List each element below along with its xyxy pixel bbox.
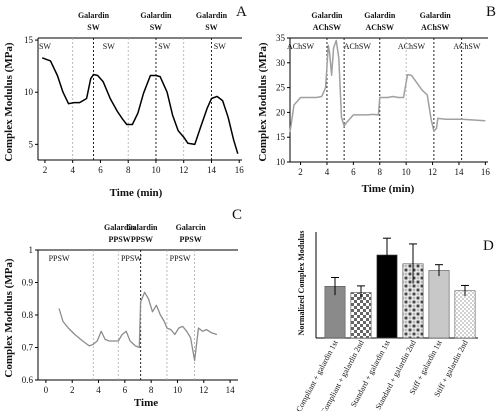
panel-b-segment-label: AChSW (344, 42, 372, 51)
panel-a-x-tick-label: 10 (151, 165, 161, 175)
panel-c-x-tick-label: 12 (199, 385, 208, 395)
panel-d-letter: D (483, 238, 494, 254)
panel-a-segment-label: SW (214, 42, 226, 51)
panel-a-x-tick-label: 6 (98, 165, 103, 175)
panel-c-x-tick-label: 2 (70, 385, 75, 395)
panel-a-letter: A (236, 4, 247, 20)
panel-c-series-line (58, 291, 218, 362)
panel-b-y-tick-label: 35 (276, 33, 286, 43)
panel-c-annotation-line2: PPSW (180, 235, 202, 244)
panel-a-series-line (41, 57, 239, 154)
panel-b-segment-label: AChSW (453, 42, 481, 51)
panel-a-annotation-line2: SW (150, 23, 162, 32)
panel-c-annotation-line1: Galardin (104, 223, 136, 232)
panel-a-x-tick-label: 16 (235, 165, 245, 175)
panel-b-x-tick-label: 10 (402, 167, 412, 177)
panel-c-x-tick-label: 6 (123, 385, 128, 395)
panel-c-ylabel: Complex Modulus (MPa) (3, 258, 15, 378)
panel-a-x-tick-label: 2 (43, 165, 48, 175)
panel-c-annotation-line2: PPSW (108, 235, 130, 244)
panel-b-x-tick-label: 16 (481, 167, 491, 177)
panel-c-y-tick-label: 0.6 (22, 375, 34, 385)
panel-b-x-tick-label: 12 (428, 167, 437, 177)
panel-c-letter: C (232, 207, 242, 223)
panel-d-bar (454, 290, 476, 339)
panel-a-segment-label: SW (39, 42, 51, 51)
panel-a-xlabel: Time (min) (110, 187, 163, 199)
panel-c-x-tick-label: 4 (96, 385, 101, 395)
panel-c-segment-label: PPSW (170, 254, 191, 263)
panel-c-annotation-line2: PPSW (131, 235, 153, 244)
panel-b-segment-label: AChSW (287, 42, 315, 51)
panel-b-x-tick-label: 2 (298, 167, 303, 177)
panel-a-annotation-line1: Galardin (140, 11, 172, 20)
panel-c-x-tick-label: 0 (44, 385, 49, 395)
panel-b-x-tick-label: 14 (454, 167, 464, 177)
panel-a-annotation-line1: Galardin (196, 11, 228, 20)
panel-a-annotation-line1: Galardin (78, 11, 110, 20)
panel-b-x-tick-label: 6 (351, 167, 356, 177)
panel-b-xlabel: Time (min) (362, 183, 415, 195)
panel-c-x-tick-label: 8 (149, 385, 154, 395)
panel-b-x-tick-label: 4 (325, 167, 330, 177)
panel-c-y-tick-label: 0.9 (22, 278, 34, 288)
panel-a-x-tick-label: 4 (70, 165, 75, 175)
panel-a-y-tick-label: 15 (24, 35, 34, 45)
panel-c-annotation-line1: Galarcin (176, 223, 207, 232)
panel-a-annotation-line2: SW (87, 23, 99, 32)
panel-a-y-tick-label: 5 (29, 139, 34, 149)
panel-b-annotation-line2: AChSW (313, 23, 341, 32)
panel-c-y-tick-label: 0.8 (22, 310, 34, 320)
panel-b-y-tick-label: 30 (276, 58, 286, 68)
panel-c-annotation-line1: Galardin (126, 223, 158, 232)
panel-b-annotation-line1: Galardin (364, 11, 396, 20)
panel-c-x-tick-label: 10 (173, 385, 183, 395)
panel-a: A 2 4 6 8 10 12 14 16 5 10 15 Galardin SW Galardin SW G… (3, 4, 247, 199)
panel-d-ylabel: Normalized Complex Modulus (297, 231, 306, 336)
panel-b-annotation-line1: Galardin (420, 11, 452, 20)
panel-a-segment-label: SW (103, 42, 115, 51)
panel-b-y-tick-label: 20 (276, 107, 286, 117)
panel-b-letter: B (486, 4, 496, 20)
panel-b-series-line (289, 39, 486, 133)
panel-a-segment-label: SW (158, 42, 170, 51)
panel-a-x-tick-label: 12 (179, 165, 188, 175)
panel-a-ylabel: Complex Modulus (MPa) (3, 42, 15, 162)
panel-c-y-tick-label: 0.7 (22, 343, 34, 353)
panel-b-annotation-line2: AChSW (366, 23, 394, 32)
panel-a-y-tick-label: 10 (24, 87, 34, 97)
panel-d-bar (428, 270, 450, 339)
panel-b-segment-label: AChSW (398, 42, 426, 51)
panel-b-y-tick-label: 15 (276, 132, 286, 142)
panel-a-annotation-line2: SW (205, 23, 217, 32)
panel-c-segment-label: PPSW (49, 254, 70, 263)
panel-b-annotation-line1: Galardin (311, 11, 343, 20)
panel-b-y-tick-label: 10 (276, 157, 286, 167)
panel-c: C 0 2 4 6 8 10 12 14 0.6 0.7 0.8 0.9 1 Galardin PPSW Ga… (3, 207, 242, 409)
panel-c-x-tick-label: 14 (226, 385, 236, 395)
panel-a-x-tick-label: 14 (207, 165, 217, 175)
panel-c-segment-label: PPSW (121, 254, 142, 263)
panel-c-y-tick-label: 1 (29, 245, 34, 255)
panel-b-y-tick-label: 25 (276, 83, 286, 93)
panel-a-x-tick-label: 8 (126, 165, 131, 175)
panel-b-x-tick-label: 8 (378, 167, 383, 177)
panel-c-xlabel: Time (134, 397, 158, 409)
panel-d-bar (350, 292, 372, 339)
panel-b-annotation-line2: AChSW (421, 23, 449, 32)
panel-b-ylabel: Complex Modulus (MPa) (257, 42, 269, 162)
panel-b: B 2 4 6 8 10 12 14 16 10 15 20 25 30 35 Galardin AChSW G… (257, 4, 496, 195)
